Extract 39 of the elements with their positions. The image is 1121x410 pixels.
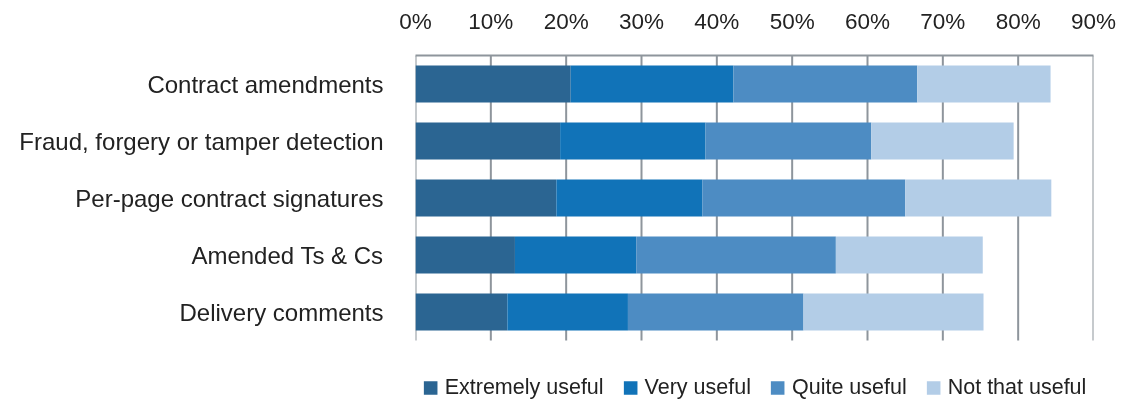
- bar: [627, 293, 804, 331]
- bar: [415, 179, 557, 217]
- x-tick-label: 30%: [618, 8, 665, 34]
- bar: [917, 65, 1051, 103]
- y-tick-label: Amended Ts & Cs: [191, 241, 384, 269]
- x-tick-label: 0%: [399, 8, 432, 34]
- bar: [705, 122, 872, 160]
- x-tick-label: 40%: [694, 8, 740, 34]
- bar: [702, 179, 906, 217]
- bar: [570, 65, 734, 103]
- bar: [905, 179, 1052, 217]
- bar: [415, 236, 515, 274]
- x-tick-label: 80%: [995, 8, 1041, 34]
- bar: [514, 236, 637, 274]
- bar: [733, 65, 918, 103]
- legend-label: Very useful: [644, 375, 751, 400]
- bar: [556, 179, 703, 217]
- bar: [415, 122, 561, 160]
- x-tick-label: 70%: [920, 8, 966, 34]
- x-tick-label: 10%: [468, 8, 514, 34]
- bar: [636, 236, 836, 274]
- legend-label: Not that useful: [947, 375, 1087, 400]
- x-tick-label: 90%: [1070, 8, 1117, 34]
- x-tick-label: 20%: [543, 8, 589, 34]
- legend-label: Extremely useful: [444, 375, 604, 400]
- bar: [560, 122, 706, 160]
- y-tick-label: Per-page contract signatures: [75, 184, 384, 212]
- legend-label: Quite useful: [791, 375, 907, 400]
- y-tick-label: Delivery comments: [179, 298, 384, 326]
- bar: [415, 293, 508, 331]
- bar: [835, 236, 983, 274]
- x-tick-label: 60%: [844, 8, 891, 34]
- bar: [803, 293, 984, 331]
- x-tick-label: 50%: [769, 8, 815, 34]
- y-tick-label: Contract amendments: [147, 70, 384, 98]
- y-tick-label: Fraud, forgery or tamper detection: [19, 127, 384, 155]
- bar: [871, 122, 1014, 160]
- bar: [507, 293, 628, 331]
- bar: [415, 65, 571, 103]
